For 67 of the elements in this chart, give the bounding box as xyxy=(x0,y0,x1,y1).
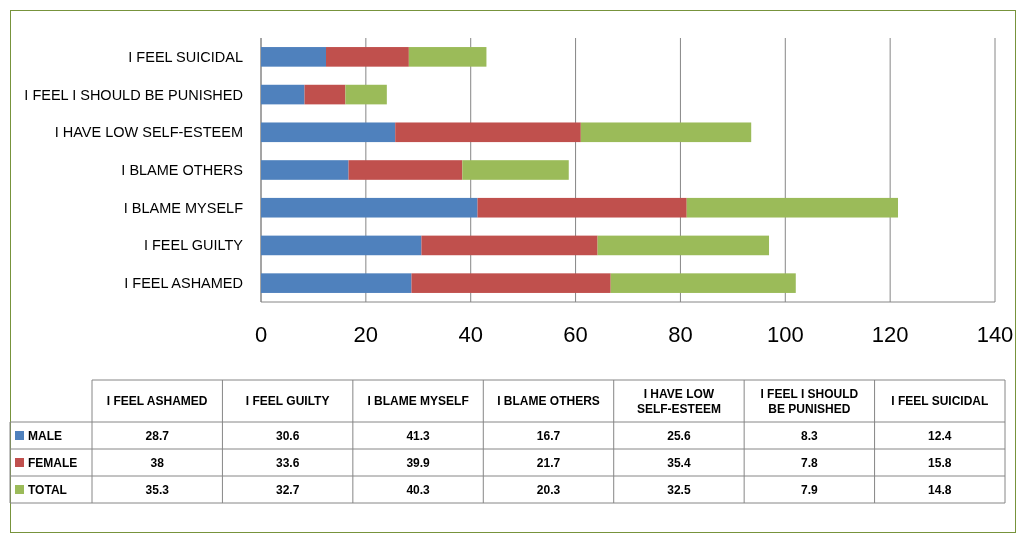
y-tick-label: I FEEL ASHAMED xyxy=(124,275,243,292)
data-label: 41.3 xyxy=(406,428,431,443)
bar xyxy=(408,47,487,67)
bar xyxy=(304,84,346,105)
data-label: 15.8 xyxy=(928,455,952,470)
data-label: 28.7 xyxy=(145,428,170,443)
bar xyxy=(261,235,422,256)
category-label: I HAVE LOW SELF-ESTEEM xyxy=(636,386,721,416)
data-label: 14.8 xyxy=(928,482,952,497)
data-label: 30.6 xyxy=(275,428,300,443)
data-label: 35.4 xyxy=(667,455,691,470)
x-tick-label: 60 xyxy=(563,322,588,347)
bar xyxy=(261,122,396,143)
bar xyxy=(610,273,796,293)
y-tick-label: I FEEL GUILTY xyxy=(143,237,244,254)
bar xyxy=(597,235,770,256)
bar xyxy=(395,122,581,143)
data-label: 16.7 xyxy=(536,428,561,443)
bar xyxy=(411,273,611,293)
category-label: I FEEL SUICIDAL xyxy=(891,394,989,408)
bar xyxy=(477,197,687,218)
x-tick-label: 20 xyxy=(353,322,379,347)
x-tick-label: 100 xyxy=(766,322,804,347)
x-tick-label: 40 xyxy=(458,322,483,347)
bar xyxy=(326,47,409,67)
data-label: 39.9 xyxy=(406,455,431,470)
bar xyxy=(261,47,327,67)
category-label: I FEEL GUILTY xyxy=(245,394,330,408)
y-tick-label: I HAVE LOW SELF-ESTEEM xyxy=(54,124,243,141)
y-tick-label: I BLAME OTHERS xyxy=(121,162,243,178)
bar xyxy=(686,197,899,218)
data-label: 12.4 xyxy=(928,428,952,443)
data-label: 8.3 xyxy=(801,428,819,443)
data-label: 32.5 xyxy=(667,482,691,497)
bar xyxy=(261,273,412,293)
data-label: 33.6 xyxy=(275,455,300,470)
category-label: I BLAME OTHERS xyxy=(497,394,600,408)
bar xyxy=(462,160,569,180)
data-label: 38 xyxy=(150,455,165,470)
y-tick-label: I FEEL SUICIDAL xyxy=(128,48,243,65)
bar xyxy=(261,84,305,105)
data-label: 25.6 xyxy=(667,428,691,443)
bar xyxy=(348,160,463,180)
legend-label: TOTAL xyxy=(28,482,67,497)
data-label: 20.3 xyxy=(536,482,561,497)
category-label: I FEEL ASHAMED xyxy=(106,394,208,408)
y-tick-label: I BLAME MYSELF xyxy=(123,199,244,216)
bar xyxy=(345,84,387,105)
data-label: 35.3 xyxy=(145,482,170,497)
data-label: 40.3 xyxy=(406,482,431,497)
legend-label: FEMALE xyxy=(28,455,78,470)
bar xyxy=(261,160,349,180)
y-tick-label: I FEEL I SHOULD BE PUNISHED xyxy=(24,86,243,103)
category-label: I BLAME MYSELF xyxy=(367,394,469,408)
data-label: 21.7 xyxy=(536,455,561,470)
bar xyxy=(261,197,478,218)
x-tick-label: 0 xyxy=(254,322,268,347)
data-label: 7.9 xyxy=(801,482,819,497)
x-tick-label: 140 xyxy=(976,322,1014,347)
bar xyxy=(580,122,752,143)
x-tick-label: 120 xyxy=(871,322,909,347)
bar xyxy=(421,235,598,256)
data-label: 7.8 xyxy=(801,455,819,470)
category-label: I FEEL I SHOULD BE PUNISHED xyxy=(760,386,859,416)
data-label: 32.7 xyxy=(275,482,300,497)
x-tick-label: 80 xyxy=(668,322,693,347)
legend-label: MALE xyxy=(28,428,62,443)
